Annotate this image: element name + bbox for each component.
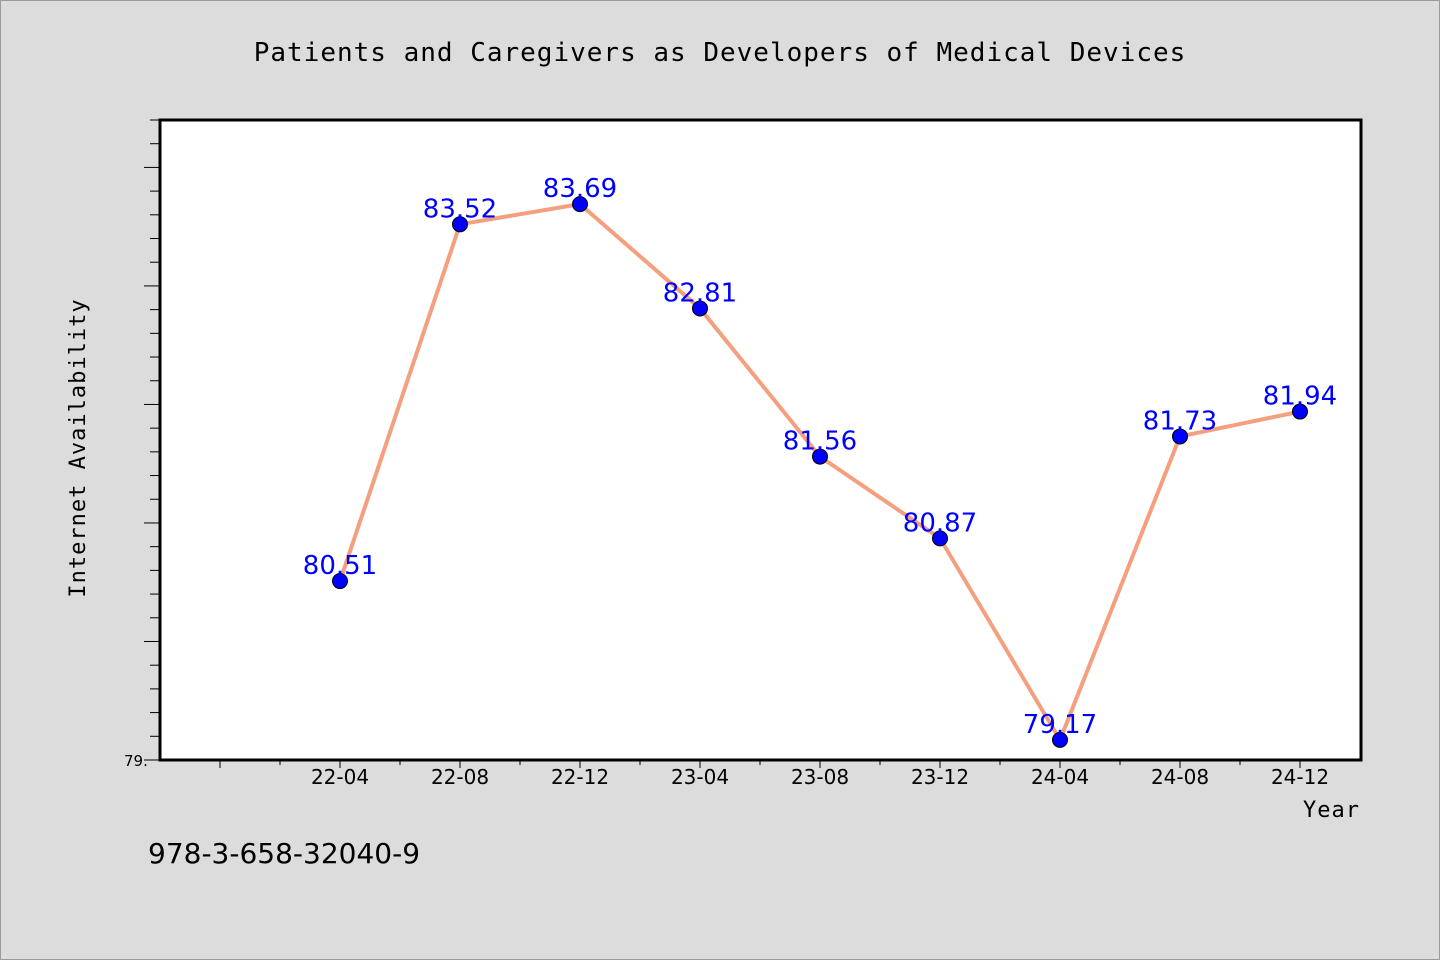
data-label: 81.56	[783, 427, 857, 457]
series-markers	[332, 196, 1308, 748]
x-tick-label: 22-08	[431, 765, 489, 789]
data-point	[332, 573, 348, 590]
x-tick-labels: 22-04 22-08 22-12 23-04 23-08 23-12 24-04 24-08…	[311, 765, 1329, 789]
data-point	[932, 530, 948, 547]
y-axis-title: Internet Availability	[66, 298, 91, 597]
data-point	[692, 300, 708, 317]
x-tick-label: 22-04	[311, 765, 369, 789]
data-label: 81.94	[1263, 382, 1337, 412]
data-label: 83.52	[423, 194, 497, 224]
data-point	[452, 216, 468, 233]
data-point	[1292, 403, 1308, 420]
data-point	[572, 196, 588, 213]
x-tick-label: 23-08	[791, 765, 849, 789]
plot-area	[158, 118, 1363, 762]
data-label: 80.87	[903, 508, 977, 538]
x-tick-label: 24-12	[1271, 765, 1329, 789]
data-point	[1172, 428, 1188, 445]
data-label: 83.69	[543, 174, 617, 204]
isbn-text: 978-3-658-32040-9	[148, 837, 420, 870]
x-tick-label: 24-08	[1151, 765, 1209, 789]
x-axis-title: Year	[1303, 798, 1360, 823]
data-point	[812, 448, 828, 465]
data-label: 80.51	[303, 551, 377, 581]
data-point	[1052, 731, 1068, 748]
y-min-tick-label: 79.	[124, 752, 148, 770]
axis-ticks	[144, 119, 1301, 768]
x-tick-label: 23-04	[671, 765, 729, 789]
data-label: 82.81	[663, 278, 737, 308]
x-tick-label: 24-04	[1031, 765, 1089, 789]
data-labels: 80.51 83.52 83.69 82.81 81.56 80.87 79.17 81.73…	[303, 174, 1337, 740]
data-label: 81.73	[1143, 406, 1217, 436]
x-tick-label: 22-12	[551, 765, 609, 789]
data-label: 79.17	[1023, 710, 1097, 740]
x-tick-label: 23-12	[911, 765, 969, 789]
chart-title: Patients and Caregivers as Developers of…	[254, 38, 1187, 68]
